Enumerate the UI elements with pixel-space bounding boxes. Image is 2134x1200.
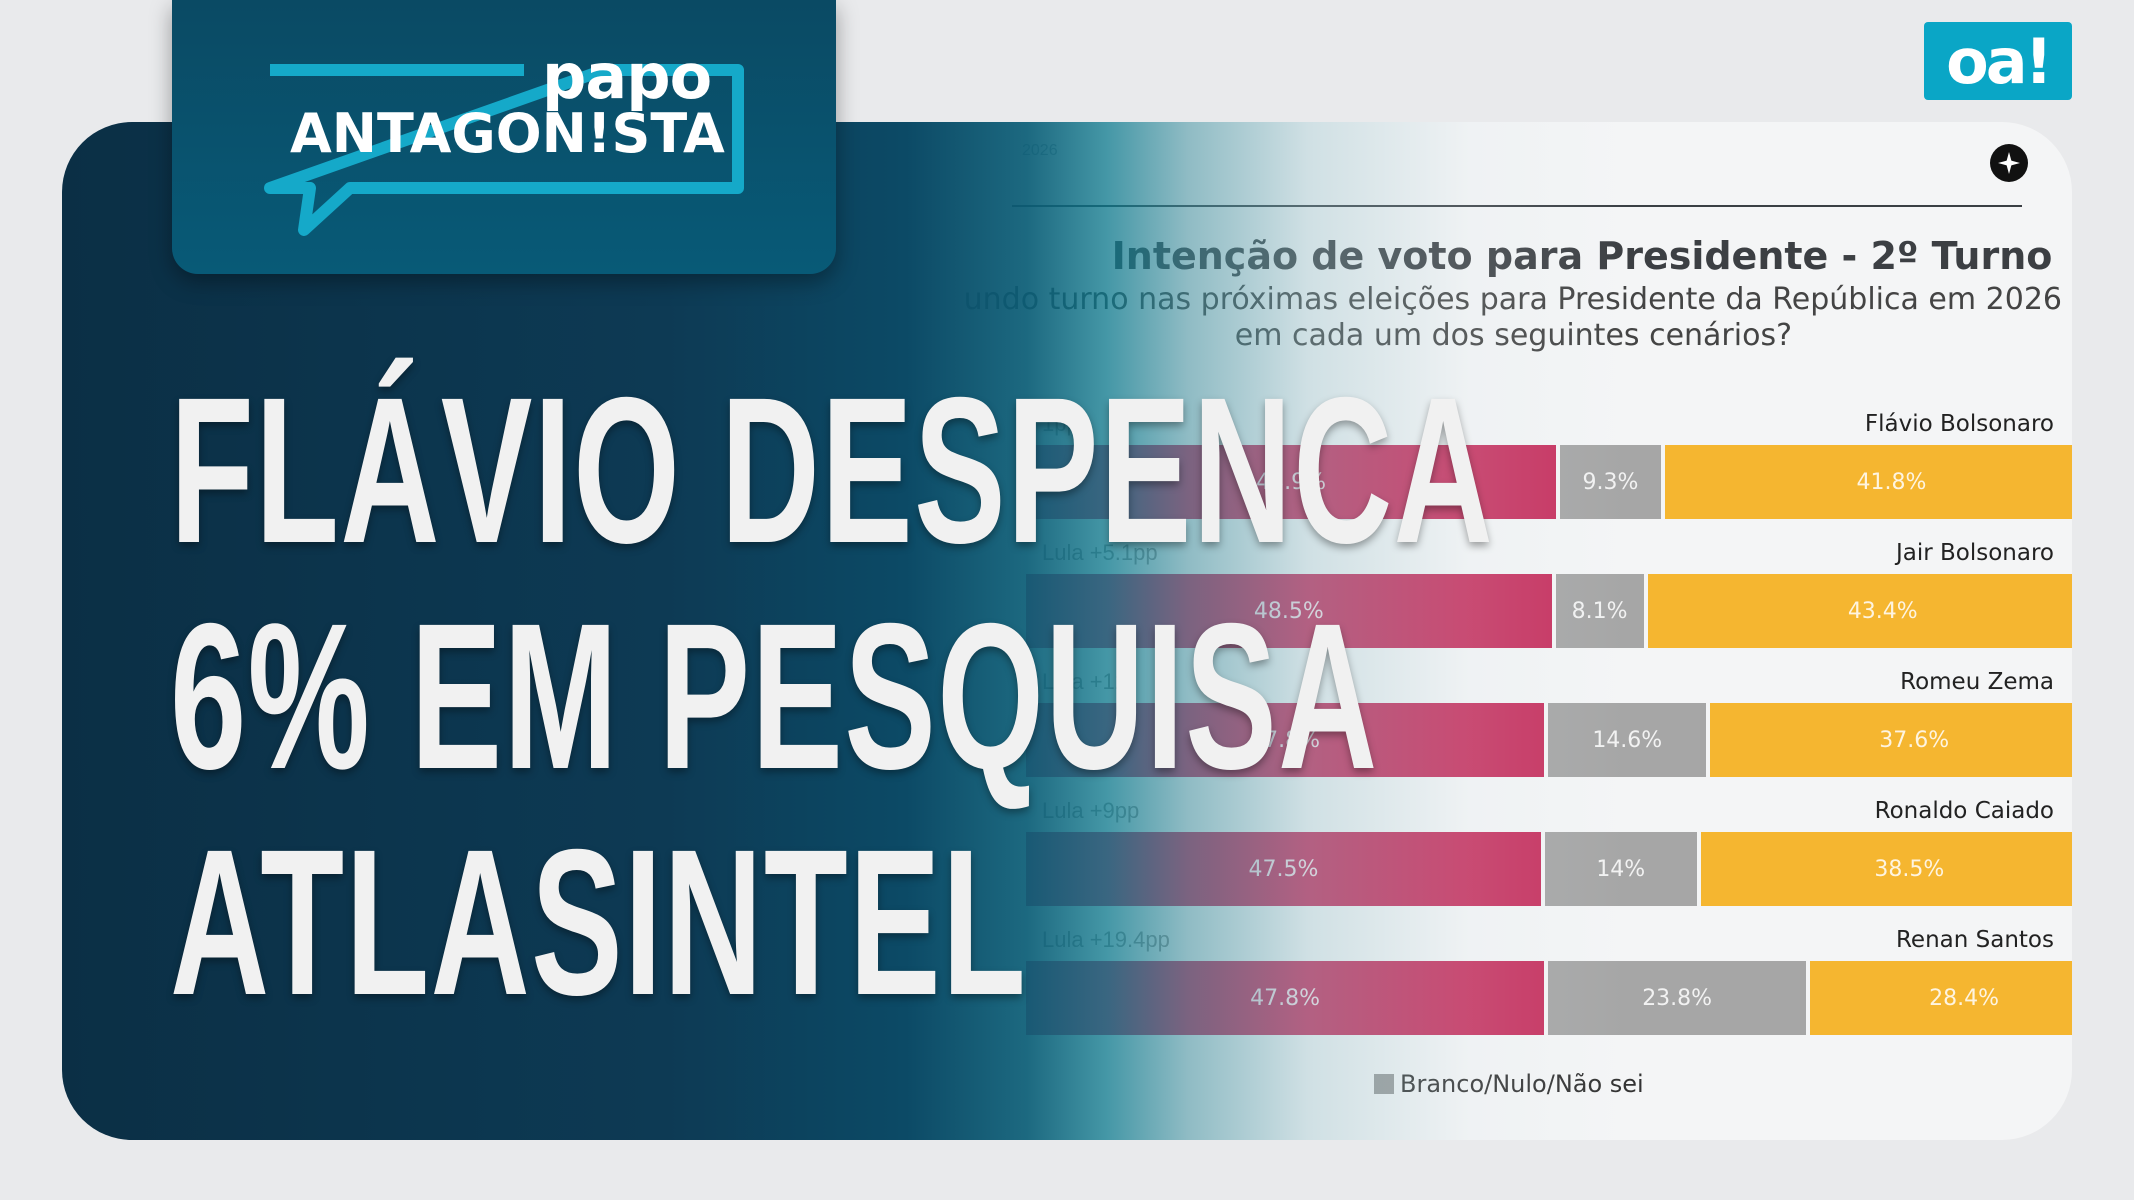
chart-year-label: 2026 bbox=[1022, 142, 1058, 159]
legend-label: Branco/Nulo/Não sei bbox=[1400, 1070, 1644, 1098]
headline-line-2: 6% EM PESQUISA bbox=[170, 581, 1379, 813]
bar-segment: 14% bbox=[1544, 832, 1697, 906]
bar-segment: 23.8% bbox=[1548, 961, 1807, 1035]
compass-icon[interactable] bbox=[1990, 144, 2028, 182]
logo-antagonista-text: ANTAGON!STA bbox=[290, 102, 725, 165]
headline-line-1: FLÁVIO DESPENCA bbox=[170, 355, 1495, 587]
bar-segment: 41.8% bbox=[1664, 445, 2072, 519]
bar-segment: 38.5% bbox=[1700, 832, 2072, 906]
chart-subtitle-line1: undo turno nas próximas eleições para Pr… bbox=[963, 282, 2062, 317]
chart-legend: Branco/Nulo/Não sei bbox=[1374, 1070, 1644, 1098]
logo-papo-text: papo bbox=[542, 40, 712, 113]
opponent-label: Ronaldo Caiado bbox=[1874, 798, 2054, 824]
headline-line-3: ATLASINTEL bbox=[170, 807, 1028, 1039]
opponent-label: Flávio Bolsonaro bbox=[1864, 411, 2054, 437]
chart-subtitle-line2: em cada um dos seguintes cenários? bbox=[1234, 318, 1792, 353]
opponent-label: Jair Bolsonaro bbox=[1895, 540, 2054, 566]
bar-segment: 37.6% bbox=[1710, 703, 2072, 777]
headline: FLÁVIO DESPENCA 6% EM PESQUISA ATLASINTE… bbox=[170, 358, 1494, 1036]
chart-subtitle: undo turno nas próximas eleições para Pr… bbox=[962, 282, 2062, 354]
bar-segment: 9.3% bbox=[1560, 445, 1661, 519]
logo-box: papo ANTAGON!STA bbox=[172, 0, 836, 274]
bar-segment: 43.4% bbox=[1647, 574, 2072, 648]
chart-divider bbox=[1012, 205, 2022, 207]
speech-bubble-icon bbox=[264, 64, 744, 236]
bar-segment: 28.4% bbox=[1810, 961, 2072, 1035]
bar-segment: 8.1% bbox=[1555, 574, 1644, 648]
opponent-label: Romeu Zema bbox=[1900, 669, 2054, 695]
legend-swatch bbox=[1374, 1074, 1394, 1094]
oa-badge-logo[interactable]: oa! bbox=[1924, 22, 2072, 100]
chart-title: Intenção de voto para Presidente - 2º Tu… bbox=[1111, 234, 2053, 278]
bar-segment: 14.6% bbox=[1548, 703, 1707, 777]
opponent-label: Renan Santos bbox=[1895, 927, 2054, 953]
